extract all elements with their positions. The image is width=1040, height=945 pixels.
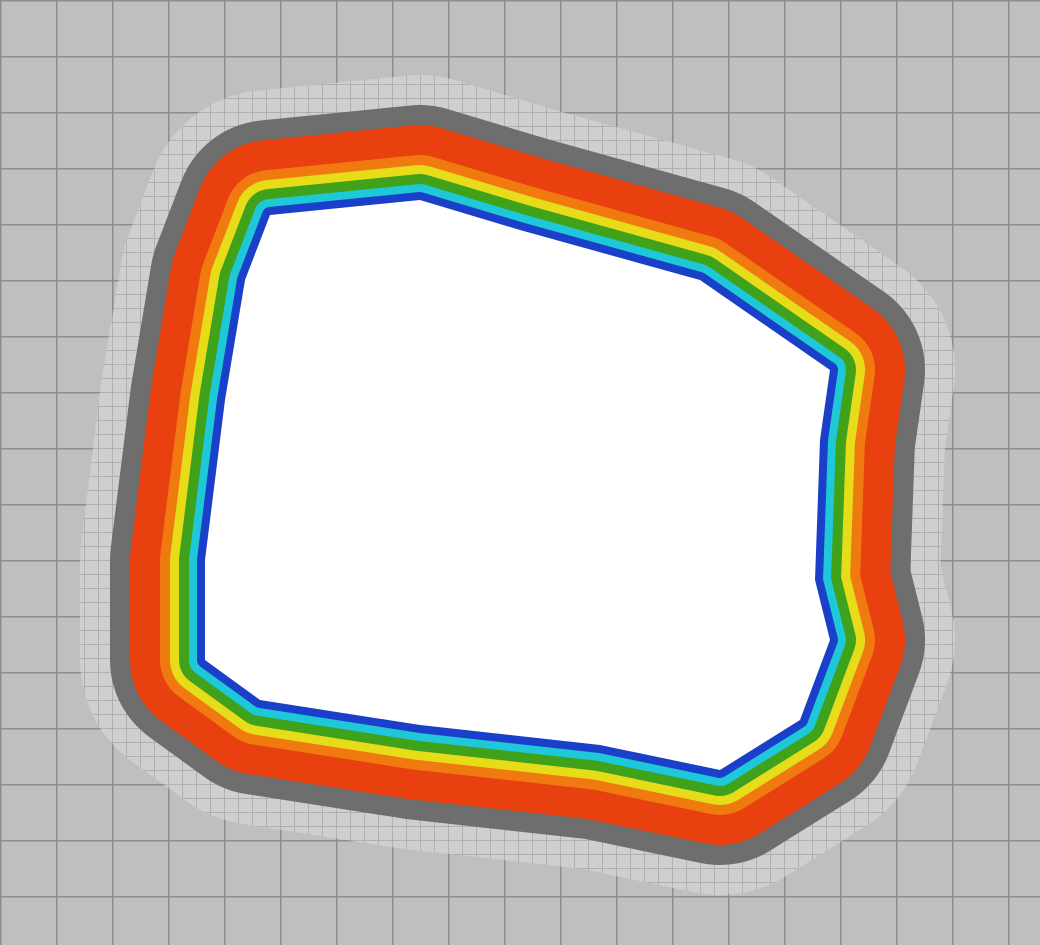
occupancy-ring — [205, 200, 830, 770]
occupancy-map — [0, 0, 1040, 945]
page — [0, 0, 1040, 945]
